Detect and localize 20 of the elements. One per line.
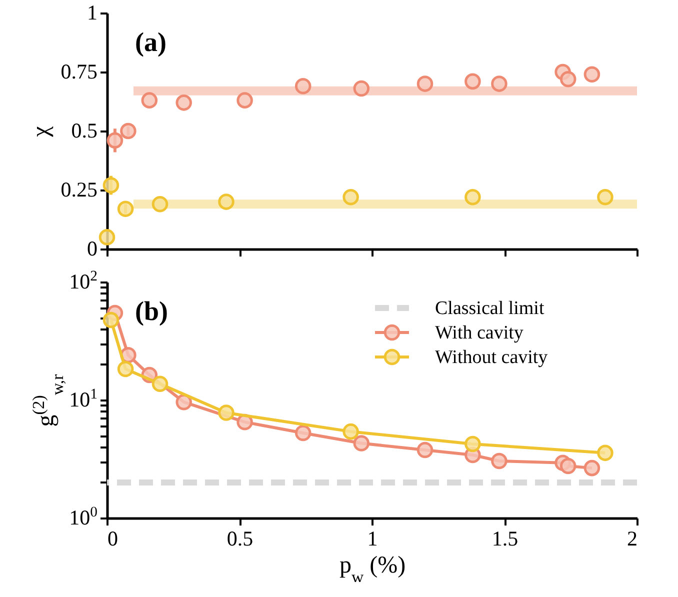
y-tick-label: 0.25 [60,178,98,202]
y-tick-label: 0 [87,236,98,260]
legend-label: With cavity [435,322,524,344]
y-tick-label: 0.75 [60,60,98,84]
y-tick-label: 10$^{0}$ [69,504,98,530]
x-tick-label: 0.5 [226,526,254,550]
legend-label: Without cavity [435,347,548,368]
legend-label: Classical limit [435,298,545,319]
x-tick-label: 2 [627,526,638,550]
x-axis-title: p$_{w}$ (%) [339,552,406,586]
y-tick-label: 10$^{2}$ [69,268,98,294]
x-tick-label: 0 [108,526,118,550]
y-tick-label: 10$^{1}$ [69,386,98,412]
y-axis-title: χ [28,126,54,138]
x-tick-label: 1 [367,526,378,550]
y-tick-label: 0.5 [71,118,98,142]
text: (a) [135,27,166,57]
text: (b) [135,296,168,326]
y-tick-label: 1 [87,0,98,24]
x-tick-label: 1.5 [492,526,518,550]
